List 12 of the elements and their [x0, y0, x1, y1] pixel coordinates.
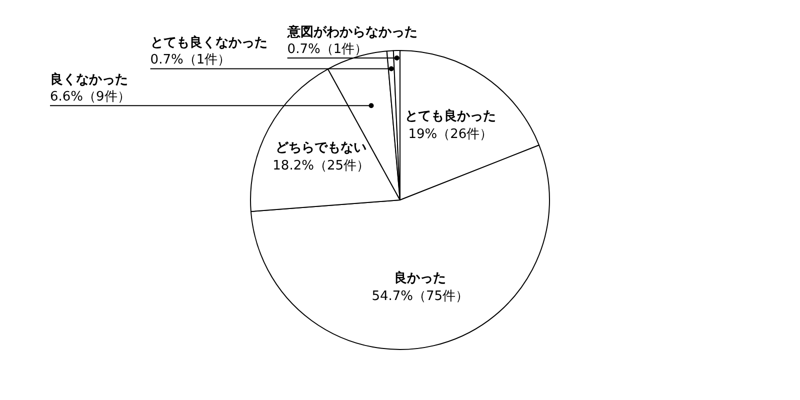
data-label: 0.7%（1件）	[150, 52, 231, 68]
slice-label: とても良かった	[404, 108, 496, 124]
data-label: 54.7%（75件）	[372, 288, 469, 304]
slice-label: 良くなかった	[50, 72, 128, 88]
slice-label: 意図がわからなかった	[286, 24, 418, 40]
data-label: 6.6%（9件）	[50, 90, 130, 105]
data-label: 0.7%（1件）	[287, 42, 368, 58]
data-label: 19%（26件）	[408, 127, 493, 142]
slice-label: どちらでもない	[276, 140, 367, 156]
data-label: 18.2%（25件）	[272, 158, 370, 174]
slice-label: 良かった	[394, 270, 446, 286]
slice-label: とても良くなかった	[150, 34, 268, 51]
